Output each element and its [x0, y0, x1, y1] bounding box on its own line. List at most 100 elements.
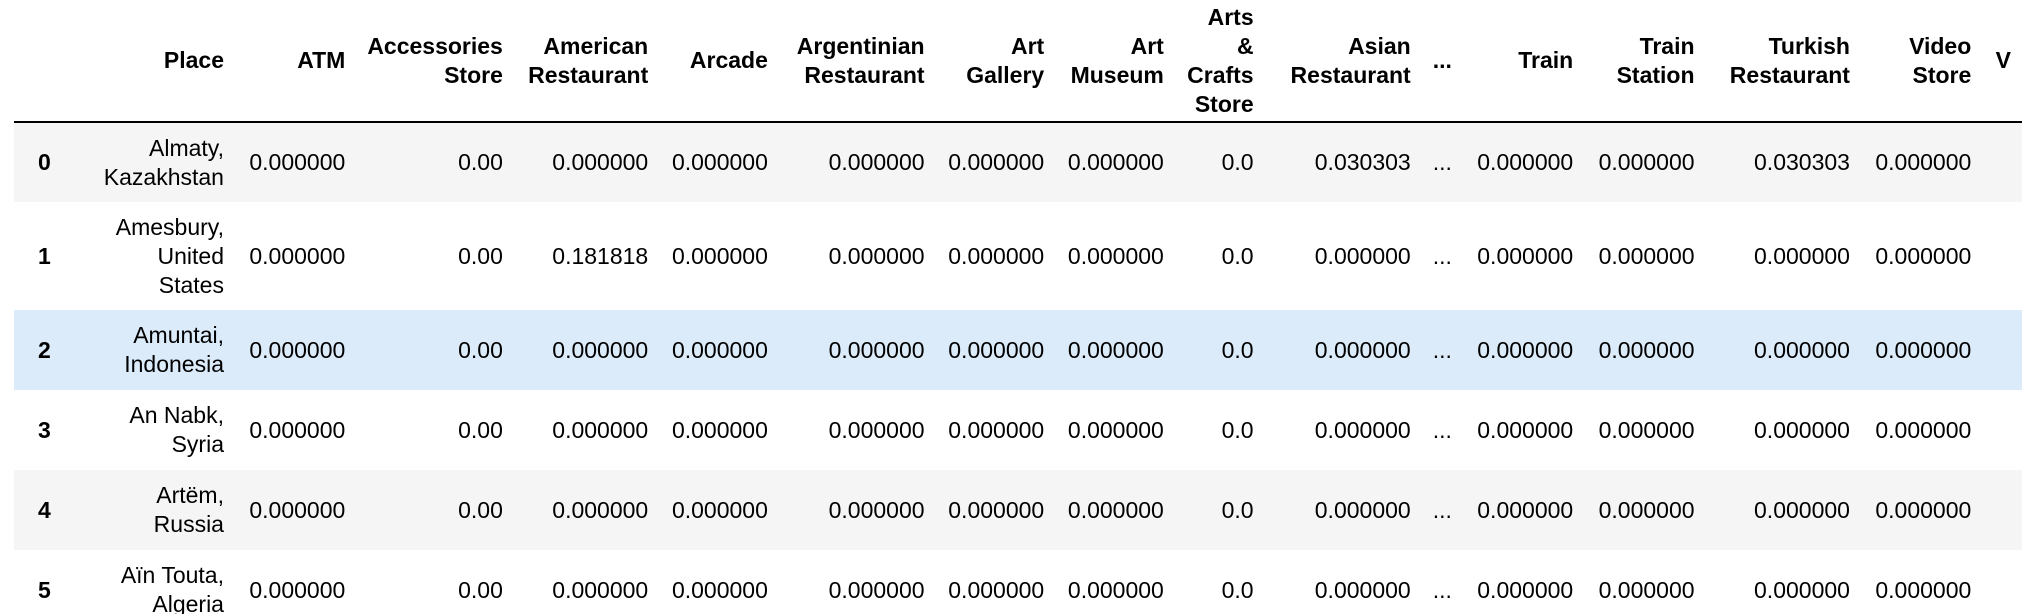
cell-art-gallery: 0.000000 [948, 496, 1045, 523]
cell-turkish-restaurant: 0.000000 [1754, 336, 1850, 363]
column-header-argentinian-restaurant: Argentinian Restaurant [796, 32, 925, 88]
cell-truncated [1982, 310, 2022, 390]
column-header-atm: ATM [297, 47, 346, 73]
cell-art-museum: 0.000000 [1067, 336, 1164, 363]
cell-train: 0.000000 [1477, 242, 1574, 269]
cell-accessories-store: 0.00 [458, 242, 503, 269]
cell-place: Amuntai, Indonesia [124, 322, 224, 377]
cell-arcade: 0.000000 [671, 242, 768, 269]
cell-place: An Nabk, Syria [129, 402, 224, 457]
row-index: 0 [38, 149, 51, 175]
table-row: 1 Amesbury, United States 0.000000 0.00 0.18… [14, 202, 2022, 310]
cell-art-gallery: 0.000000 [948, 576, 1045, 603]
cell-turkish-restaurant: 0.000000 [1754, 416, 1850, 443]
cell-arts-crafts-store: 0.0 [1221, 336, 1254, 363]
cell-truncated [1982, 202, 2022, 310]
cell-train-station: 0.000000 [1598, 496, 1695, 523]
column-header-index [14, 0, 76, 122]
cell-atm: 0.000000 [249, 149, 346, 175]
cell-ellipsis: ... [1432, 336, 1452, 363]
cell-train-station: 0.000000 [1598, 242, 1695, 269]
cell-argentinian-restaurant: 0.000000 [828, 149, 925, 175]
table-row: 0 Almaty, Kazakhstan 0.000000 0.00 0.000000 0… [14, 122, 2022, 202]
cell-truncated [1982, 550, 2022, 614]
row-index: 5 [38, 576, 51, 603]
cell-asian-restaurant: 0.030303 [1314, 149, 1411, 175]
cell-train-station: 0.000000 [1598, 336, 1695, 363]
cell-accessories-store: 0.00 [458, 496, 503, 523]
cell-train: 0.000000 [1477, 496, 1574, 523]
dataframe-table: Place ATM Accessories Store American Res… [14, 0, 2022, 614]
column-header-arts-crafts-store: Arts & Crafts Store [1187, 3, 1254, 117]
column-header-ellipsis: ... [1432, 47, 1452, 73]
cell-train: 0.000000 [1477, 576, 1574, 603]
cell-atm: 0.000000 [249, 336, 346, 363]
cell-video-store: 0.000000 [1875, 576, 1972, 603]
cell-video-store: 0.000000 [1875, 416, 1972, 443]
cell-atm: 0.000000 [249, 496, 346, 523]
cell-train-station: 0.000000 [1598, 416, 1695, 443]
cell-art-museum: 0.000000 [1067, 496, 1164, 523]
cell-truncated [1982, 122, 2022, 202]
cell-place: Amesbury, United States [115, 213, 224, 298]
cell-atm: 0.000000 [249, 416, 346, 443]
cell-turkish-restaurant: 0.030303 [1754, 149, 1850, 175]
cell-ellipsis: ... [1432, 149, 1452, 175]
cell-asian-restaurant: 0.000000 [1314, 242, 1411, 269]
cell-american-restaurant: 0.000000 [552, 496, 649, 523]
cell-accessories-store: 0.00 [458, 336, 503, 363]
cell-truncated [1982, 470, 2022, 550]
cell-argentinian-restaurant: 0.000000 [828, 336, 925, 363]
cell-turkish-restaurant: 0.000000 [1754, 576, 1850, 603]
column-header-accessories-store: Accessories Store [367, 32, 503, 88]
cell-american-restaurant: 0.000000 [552, 149, 649, 175]
cell-american-restaurant: 0.000000 [552, 336, 649, 363]
cell-train-station: 0.000000 [1598, 149, 1695, 175]
cell-arcade: 0.000000 [671, 336, 768, 363]
cell-american-restaurant: 0.000000 [552, 416, 649, 443]
row-index: 3 [38, 416, 51, 443]
cell-atm: 0.000000 [249, 242, 346, 269]
cell-truncated [1982, 390, 2022, 470]
table-body: 0 Almaty, Kazakhstan 0.000000 0.00 0.000000 0… [14, 122, 2022, 614]
cell-place: Aïn Touta, Algeria [120, 562, 224, 614]
cell-ellipsis: ... [1432, 242, 1452, 269]
cell-accessories-store: 0.00 [458, 149, 503, 175]
header-row: Place ATM Accessories Store American Res… [14, 0, 2022, 122]
table-row: 4 Artëm, Russia 0.000000 0.00 0.000000 0.0000… [14, 470, 2022, 550]
column-header-truncated: V [1995, 47, 2011, 73]
cell-arcade: 0.000000 [671, 496, 768, 523]
cell-arts-crafts-store: 0.0 [1221, 416, 1254, 443]
cell-argentinian-restaurant: 0.000000 [828, 416, 925, 443]
cell-accessories-store: 0.00 [458, 416, 503, 443]
cell-place: Almaty, Kazakhstan [103, 134, 224, 190]
column-header-video-store: Video Store [1909, 32, 1972, 88]
cell-arcade: 0.000000 [671, 149, 768, 175]
column-header-american-restaurant: American Restaurant [528, 32, 649, 88]
column-header-place: Place [163, 47, 224, 73]
cell-train: 0.000000 [1477, 149, 1574, 175]
cell-ellipsis: ... [1432, 576, 1452, 603]
cell-arts-crafts-store: 0.0 [1221, 496, 1254, 523]
column-header-arcade: Arcade [689, 47, 768, 73]
cell-american-restaurant: 0.181818 [552, 242, 649, 269]
cell-argentinian-restaurant: 0.000000 [828, 242, 925, 269]
cell-video-store: 0.000000 [1875, 149, 1972, 175]
row-index: 2 [38, 336, 51, 363]
column-header-art-museum: Art Museum [1070, 32, 1164, 88]
cell-art-museum: 0.000000 [1067, 242, 1164, 269]
table-row: 3 An Nabk, Syria 0.000000 0.00 0.000000 0.000… [14, 390, 2022, 470]
table-row: 5 Aïn Touta, Algeria 0.000000 0.00 0.000000 0… [14, 550, 2022, 614]
cell-arts-crafts-store: 0.0 [1221, 576, 1254, 603]
cell-accessories-store: 0.00 [458, 576, 503, 603]
column-header-art-gallery: Art Gallery [966, 32, 1045, 88]
cell-train-station: 0.000000 [1598, 576, 1695, 603]
row-index: 4 [38, 496, 51, 523]
column-header-train: Train [1518, 47, 1574, 73]
cell-arcade: 0.000000 [671, 416, 768, 443]
row-index: 1 [38, 242, 51, 269]
cell-art-gallery: 0.000000 [948, 242, 1045, 269]
cell-art-museum: 0.000000 [1067, 576, 1164, 603]
cell-arts-crafts-store: 0.0 [1221, 242, 1254, 269]
